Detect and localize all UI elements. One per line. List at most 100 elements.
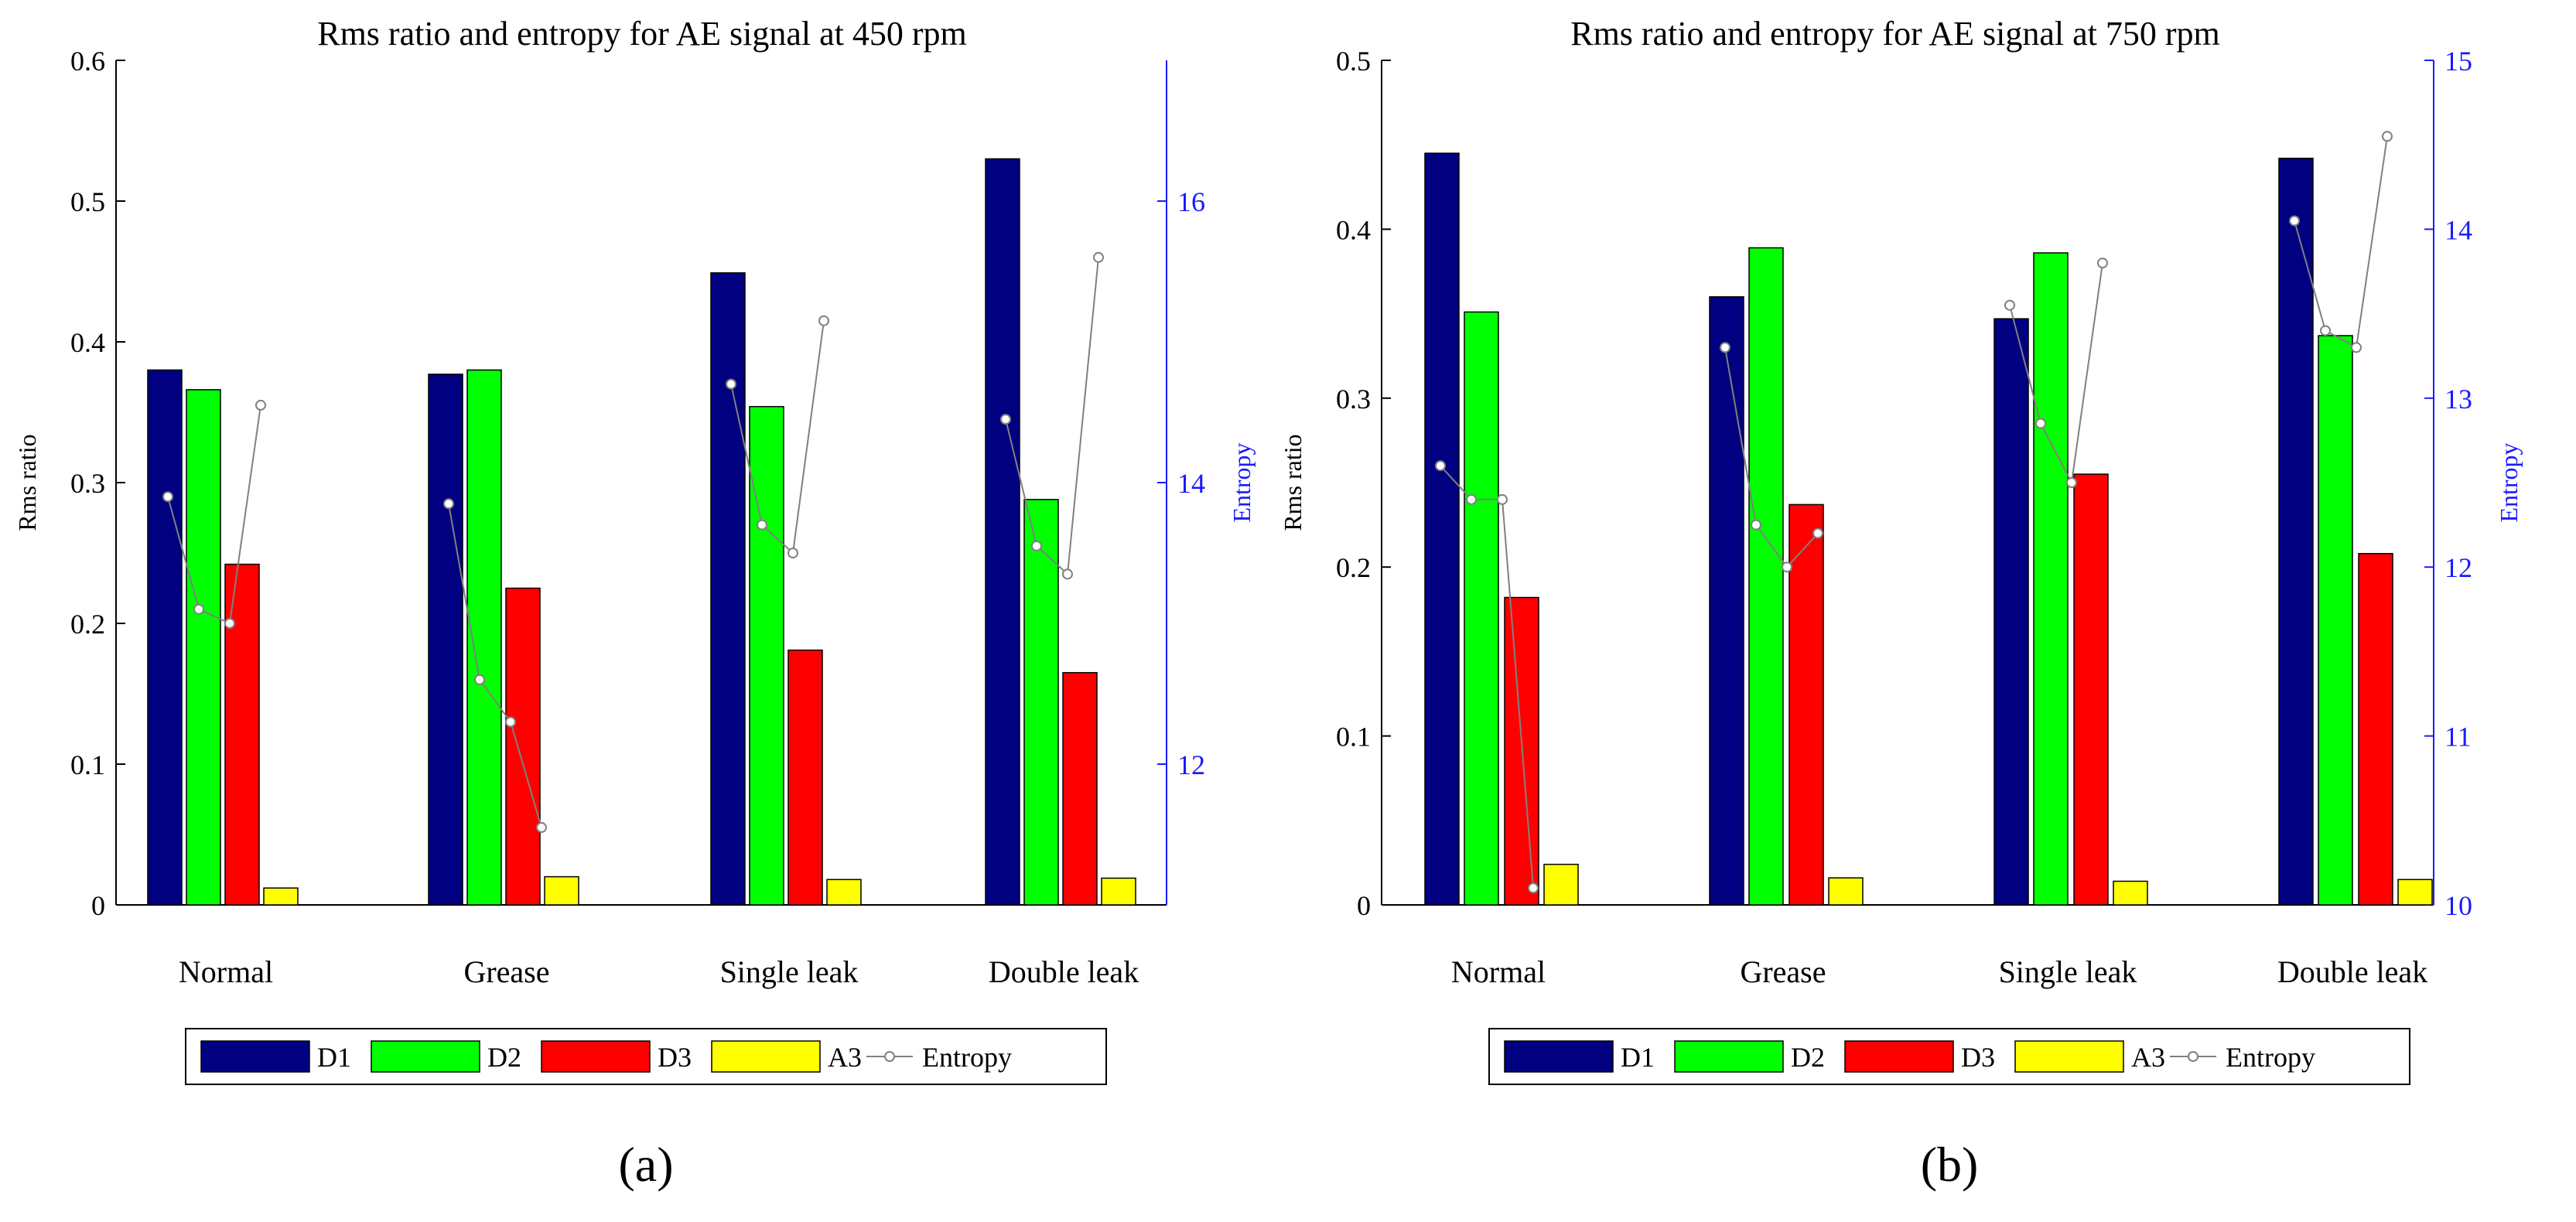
- bar-a3-grease: [544, 876, 579, 906]
- y-right-tick-label: 15: [2444, 46, 2472, 77]
- bar-d2-single-leak: [2033, 252, 2069, 906]
- y-tick-label: 0.2: [1336, 552, 1371, 583]
- bar-d1-double-leak: [2278, 157, 2314, 906]
- entropy-point: [443, 498, 454, 510]
- bar-a3-double-leak: [1101, 877, 1136, 906]
- y-right-tick-label: 14: [1177, 468, 1205, 499]
- bar-d1-single-leak: [710, 272, 746, 906]
- legend-swatch-d3: [541, 1040, 651, 1073]
- legend-label-entropy: Entropy: [922, 1042, 1012, 1073]
- entropy-point: [255, 399, 266, 411]
- entropy-point: [474, 674, 485, 685]
- y-right-tick-label: 11: [2444, 722, 2472, 753]
- entropy-point: [1466, 493, 1477, 505]
- y-right-axis-label: Entropy: [2495, 442, 2523, 522]
- x-tick-label: Double leak: [989, 954, 1139, 989]
- bar-a3-single-leak: [826, 879, 862, 906]
- y-axis-label: Rms ratio: [1279, 434, 1307, 531]
- entropy-line: [1005, 257, 1099, 576]
- bar-a3-single-leak: [2113, 880, 2148, 906]
- bar-d2-double-leak: [1023, 499, 1059, 906]
- chart-panel-a: Rms ratio and entropy for AE signal at 4…: [13, 15, 1256, 1192]
- entropy-line: [1724, 347, 1819, 568]
- x-tick-label: Single leak: [1999, 954, 2137, 989]
- legend-swatch-d2: [1674, 1040, 1784, 1073]
- y-right-tick-label: 14: [2444, 214, 2472, 245]
- bar-d1-double-leak: [985, 158, 1020, 906]
- legend-label-a3: A3: [2131, 1042, 2165, 1073]
- entropy-point: [787, 548, 798, 558]
- entropy-point: [2289, 215, 2300, 227]
- entropy-point: [2066, 477, 2077, 488]
- y-right-axis-label: Entropy: [1228, 442, 1256, 522]
- bar-d2-double-leak: [2318, 335, 2353, 906]
- y-tick-label: 0.3: [1336, 384, 1371, 415]
- y-tick-label: 0.3: [70, 468, 105, 499]
- entropy-point: [1528, 882, 1539, 894]
- legend-label-d2: D2: [487, 1042, 521, 1073]
- entropy-line: [448, 503, 542, 828]
- entropy-point: [726, 378, 736, 390]
- chart-title: Rms ratio and entropy for AE signal at 7…: [1570, 15, 2220, 53]
- x-tick-label: Single leak: [720, 954, 859, 989]
- legend-swatch-d3: [1844, 1040, 1954, 1073]
- bar-a3-normal: [263, 887, 299, 906]
- y-tick-label: 0.1: [70, 749, 105, 780]
- y-tick-label: 0.5: [70, 186, 105, 217]
- y-axis-label: Rms ratio: [13, 434, 41, 531]
- chart-panel-b: Rms ratio and entropy for AE signal at 7…: [1279, 15, 2523, 1192]
- entropy-point: [2004, 299, 2015, 311]
- entropy-point: [2320, 325, 2331, 336]
- bar-a3-grease: [1828, 877, 1864, 906]
- legend-label-d2: D2: [1791, 1042, 1825, 1073]
- bar-d1-grease: [428, 374, 463, 906]
- x-tick-label: Double leak: [2277, 954, 2427, 989]
- entropy-point: [1435, 460, 1446, 472]
- legend-label-entropy: Entropy: [2226, 1042, 2315, 1073]
- entropy-point: [2035, 418, 2046, 429]
- legend-label-d1: D1: [1621, 1042, 1655, 1073]
- panel-label: (a): [618, 1137, 673, 1192]
- bar-d1-single-leak: [1993, 318, 2029, 906]
- legend-label-d3: D3: [658, 1042, 692, 1073]
- bar-d3-grease: [1789, 503, 1824, 906]
- y-tick-label: 0.6: [70, 46, 105, 77]
- legend-swatch-d2: [371, 1040, 480, 1073]
- legend-label-a3: A3: [828, 1042, 862, 1073]
- entropy-point: [1720, 342, 1730, 353]
- y-right-tick-label: 16: [1177, 186, 1205, 217]
- bar-d3-double-leak: [2358, 552, 2393, 906]
- entropy-point: [224, 618, 235, 629]
- bar-d2-single-leak: [749, 405, 784, 906]
- legend-swatch-a3: [711, 1040, 821, 1073]
- y-right-tick-label: 12: [2444, 552, 2472, 583]
- y-tick-label: 0.2: [70, 609, 105, 640]
- legend-label-d3: D3: [1961, 1042, 1995, 1073]
- bar-a3-double-leak: [2397, 879, 2433, 906]
- entropy-point: [1000, 414, 1011, 425]
- entropy-line: [730, 320, 825, 555]
- bar-d2-normal: [1464, 311, 1499, 906]
- entropy-point: [1093, 251, 1104, 263]
- y-right-tick-label: 10: [2444, 890, 2472, 921]
- entropy-point: [2097, 258, 2108, 269]
- entropy-point: [1031, 540, 1042, 551]
- entropy-line: [2294, 136, 2388, 349]
- y-tick-label: 0.4: [70, 327, 105, 358]
- entropy-line: [2009, 262, 2103, 486]
- legend-swatch-a3: [2014, 1040, 2124, 1073]
- entropy-point: [1812, 527, 1823, 539]
- entropy-point: [193, 603, 204, 615]
- entropy-point: [1062, 568, 1073, 580]
- bar-d1-grease: [1709, 296, 1744, 906]
- bar-d1-normal: [1424, 152, 1460, 906]
- bar-d3-single-leak: [787, 649, 823, 906]
- y-right-tick-label: 12: [1177, 749, 1205, 780]
- y-right-tick-label: 13: [2444, 384, 2472, 415]
- entropy-point: [536, 821, 547, 833]
- x-tick-label: Grease: [463, 954, 549, 989]
- legend-label-d1: D1: [317, 1042, 351, 1073]
- legend-marker-entropy: [2188, 1051, 2198, 1062]
- bar-a3-normal: [1543, 863, 1579, 906]
- entropy-point: [2351, 342, 2362, 353]
